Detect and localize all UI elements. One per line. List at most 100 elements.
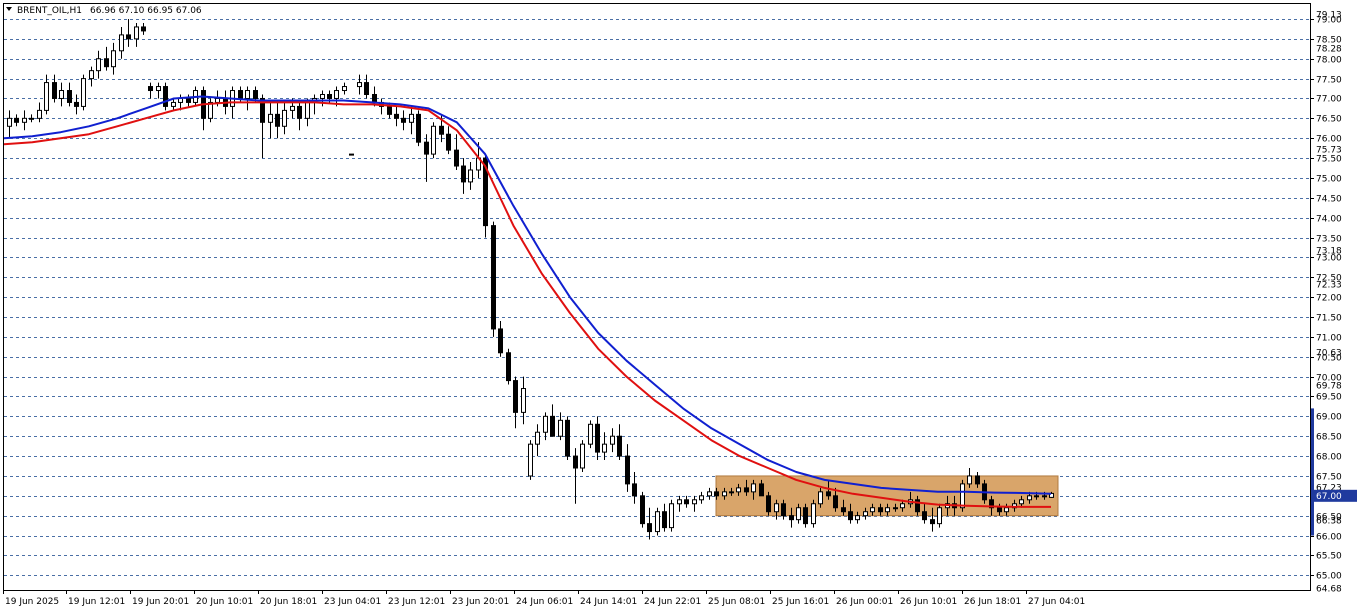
- candle: [625, 444, 630, 492]
- y-extra-label: 72.33: [1316, 281, 1342, 291]
- y-extra-label: 78.28: [1316, 45, 1342, 55]
- candle: [134, 22, 139, 47]
- candle-body: [215, 97, 220, 103]
- candle-body: [930, 519, 935, 525]
- candle-body: [498, 328, 503, 354]
- candle-body: [424, 141, 429, 155]
- candle-body: [893, 507, 898, 510]
- candle: [275, 102, 280, 139]
- x-tick-label: 19 Jun 20:01: [132, 597, 189, 607]
- candle-body: [833, 495, 838, 509]
- candle: [342, 82, 347, 95]
- y-tick-label: 72.00: [1316, 294, 1342, 304]
- candle-body: [409, 113, 414, 123]
- x-tick-label: 20 Jun 10:01: [196, 597, 253, 607]
- candle-body: [37, 109, 42, 119]
- candle-body: [632, 483, 637, 497]
- x-tick-label: 20 Jun 18:01: [260, 597, 317, 607]
- candle: [647, 507, 652, 540]
- candle-body: [870, 507, 875, 513]
- x-tick-label: 26 Jun 00:01: [836, 597, 893, 607]
- candle: [669, 499, 674, 532]
- y-tick-label: 69.00: [1316, 413, 1342, 423]
- y-tick-label: 79.00: [1316, 16, 1342, 26]
- x-tick-label: 27 Jun 04:01: [1028, 597, 1085, 607]
- candle-body: [640, 495, 645, 525]
- candle-body: [186, 97, 191, 103]
- candle-body: [513, 380, 518, 413]
- x-tick-label: 23 Jun 04:01: [324, 597, 381, 607]
- candle-body: [655, 511, 660, 533]
- y-tick-label: 68.00: [1316, 453, 1342, 463]
- candle: [766, 491, 771, 516]
- candle: [878, 503, 883, 516]
- y-tick-label: 71.50: [1316, 314, 1342, 324]
- candle: [126, 19, 131, 47]
- candle-body: [238, 90, 243, 99]
- x-tick-label: 19 Jun 12:01: [68, 597, 125, 607]
- y-tick-label: 65.00: [1316, 572, 1342, 582]
- candle: [602, 432, 607, 461]
- candle-body: [119, 34, 124, 52]
- candle-body: [401, 117, 406, 123]
- candle-body: [468, 169, 473, 183]
- candle: [37, 102, 42, 123]
- candle-body: [74, 101, 79, 107]
- candle: [401, 110, 406, 131]
- candle-body: [558, 419, 563, 437]
- moving-averages: [3, 95, 1052, 508]
- candle-body: [44, 82, 49, 111]
- candle: [357, 74, 362, 95]
- candle-body: [1042, 495, 1047, 498]
- candle: [707, 487, 712, 500]
- candle: [781, 499, 786, 520]
- candle-body: [707, 491, 712, 497]
- y-tick-label: 65.50: [1316, 552, 1342, 562]
- current-price-label: 67.00: [1316, 492, 1342, 502]
- candle-body: [461, 165, 466, 183]
- ma-fast-line: [3, 101, 1051, 508]
- candle: [148, 82, 153, 99]
- y-tick-label: 78.50: [1316, 36, 1342, 46]
- candle-body: [320, 93, 325, 99]
- candle: [268, 102, 273, 139]
- candle-body: [349, 153, 354, 156]
- ma-slow-line: [3, 95, 1052, 495]
- candle-body: [156, 86, 161, 92]
- candle: [841, 499, 846, 516]
- y-tick-label: 72.50: [1316, 274, 1342, 284]
- candle: [1049, 491, 1054, 498]
- y-tick-label: 66.50: [1316, 513, 1342, 523]
- candle-body: [580, 443, 585, 469]
- candle-body: [439, 125, 444, 135]
- candle: [937, 503, 942, 528]
- candle: [751, 479, 756, 500]
- dropdown-triangle-icon[interactable]: [6, 7, 12, 11]
- candle: [468, 162, 473, 190]
- time-axis: 19 Jun 2025 19 Jun 12:01 19 Jun 20:01 20 Ju…: [3, 590, 1085, 607]
- candle-body: [491, 225, 496, 330]
- y-tick-label: 77.00: [1316, 95, 1342, 105]
- candle: [364, 74, 369, 99]
- candle-body: [647, 523, 652, 533]
- candle-body: [208, 101, 213, 119]
- candle: [580, 440, 585, 472]
- candle-body: [766, 495, 771, 513]
- candle-body: [7, 117, 12, 127]
- candle: [29, 114, 34, 123]
- candle: [595, 416, 600, 461]
- candle: [498, 320, 503, 357]
- candle-body: [662, 511, 667, 529]
- candle: [655, 507, 660, 536]
- price-axis: 79.00 78.50 78.00 77.50 77.00 76.50 76.00 75.50…: [1310, 11, 1342, 595]
- candle-body: [736, 487, 741, 493]
- candle: [14, 114, 19, 127]
- candle: [855, 511, 860, 524]
- candle: [119, 26, 124, 59]
- candle: [960, 479, 965, 512]
- candle: [96, 50, 101, 79]
- candle: [870, 503, 875, 516]
- candle-body: [692, 499, 697, 505]
- y-tick-label: 67.50: [1316, 473, 1342, 483]
